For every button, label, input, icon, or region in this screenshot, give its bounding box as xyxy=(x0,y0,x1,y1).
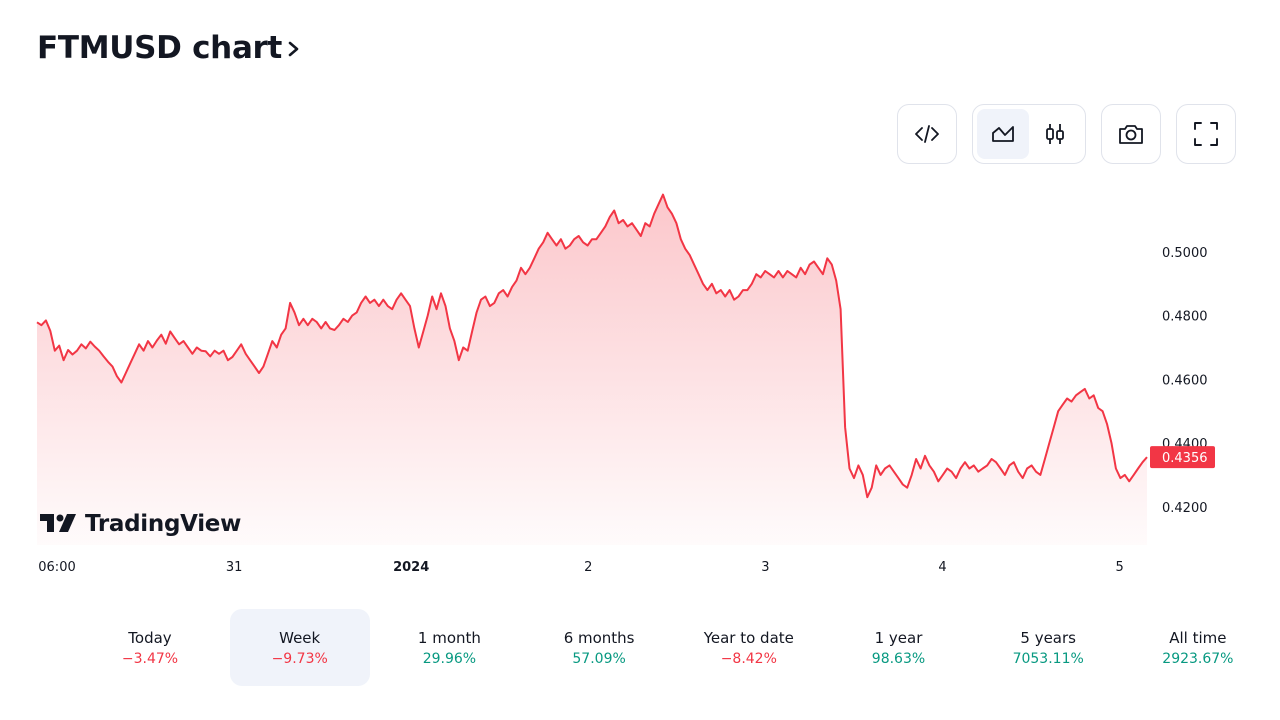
period-tab[interactable]: Week −9.73% xyxy=(229,609,370,686)
y-axis-tick-label: 0.4200 xyxy=(1162,501,1208,516)
fullscreen-button[interactable] xyxy=(1176,104,1236,164)
period-change-value: 57.09% xyxy=(572,650,626,667)
period-change-value: −9.73% xyxy=(271,650,328,667)
code-embed-icon xyxy=(915,125,939,143)
price-line xyxy=(36,193,1148,499)
period-change-value: −3.47% xyxy=(121,650,179,667)
x-axis-tick-label: 06:00 xyxy=(38,560,75,575)
period-tab[interactable]: Today −3.47% xyxy=(80,609,220,686)
period-label: Week xyxy=(279,628,321,647)
camera-icon xyxy=(1119,125,1143,144)
x-axis-tick-label: 2 xyxy=(584,560,592,575)
y-axis-tick-label: 0.4800 xyxy=(1162,310,1208,325)
candles-style-button[interactable] xyxy=(1029,109,1081,159)
snapshot-button[interactable] xyxy=(1101,104,1161,164)
period-change-value: 98.63% xyxy=(871,650,926,667)
tradingview-wordmark: TradingView xyxy=(85,511,241,537)
period-performance-tabs: Today −3.47% Week −9.73% 1 month 29.96% 6 mont… xyxy=(42,609,1242,686)
chevron-right-icon xyxy=(288,41,299,57)
chart-style-toggle xyxy=(972,104,1086,164)
period-change-value: 2923.67% xyxy=(1162,650,1234,667)
tradingview-logo: TradingView xyxy=(40,511,241,537)
period-tab[interactable]: All time 2923.67% xyxy=(1128,609,1268,686)
last-price-label: 0.4356 xyxy=(1162,451,1208,466)
period-change-value: −8.42% xyxy=(720,650,777,667)
y-axis-tick-label: 0.4600 xyxy=(1162,373,1208,388)
period-tab[interactable]: Year to date −8.42% xyxy=(679,609,819,686)
period-label: 1 month xyxy=(417,628,481,647)
y-axis-tick-label: 0.5000 xyxy=(1162,246,1208,261)
chart-title-link[interactable]: FTMUSD chart xyxy=(37,30,302,66)
last-price-tag: 0.4356 xyxy=(1150,446,1215,469)
period-label: Today xyxy=(128,628,172,647)
period-tab[interactable]: 5 years 7053.11% xyxy=(978,609,1118,686)
period-tab[interactable]: 1 year 98.63% xyxy=(829,609,969,686)
period-label: 6 months xyxy=(563,628,635,647)
x-axis-tick-label: 5 xyxy=(1115,560,1123,575)
period-change-value: 7053.11% xyxy=(1012,650,1084,667)
period-tab[interactable]: 1 month 29.96% xyxy=(379,609,519,686)
period-label: All time xyxy=(1169,628,1227,647)
period-label: 5 years xyxy=(1020,628,1076,647)
tradingview-mark-icon xyxy=(40,514,76,532)
period-tab[interactable]: 6 months 57.09% xyxy=(529,609,669,686)
area-style-button[interactable] xyxy=(977,109,1029,159)
embed-button[interactable] xyxy=(897,104,957,164)
x-axis-tick-label: 31 xyxy=(226,560,243,575)
page-title: FTMUSD chart xyxy=(37,30,283,66)
period-label: 1 year xyxy=(874,628,923,647)
x-axis-tick-label: 4 xyxy=(938,560,946,575)
candlestick-icon xyxy=(1046,124,1064,144)
price-area-fill xyxy=(37,194,1147,545)
period-label: Year to date xyxy=(703,628,794,647)
period-change-value: 29.96% xyxy=(422,650,477,667)
x-axis-tick-label: 3 xyxy=(761,560,769,575)
fullscreen-icon xyxy=(1194,122,1218,146)
area-chart-icon xyxy=(992,126,1014,142)
x-axis-tick-label: 2024 xyxy=(393,560,429,575)
